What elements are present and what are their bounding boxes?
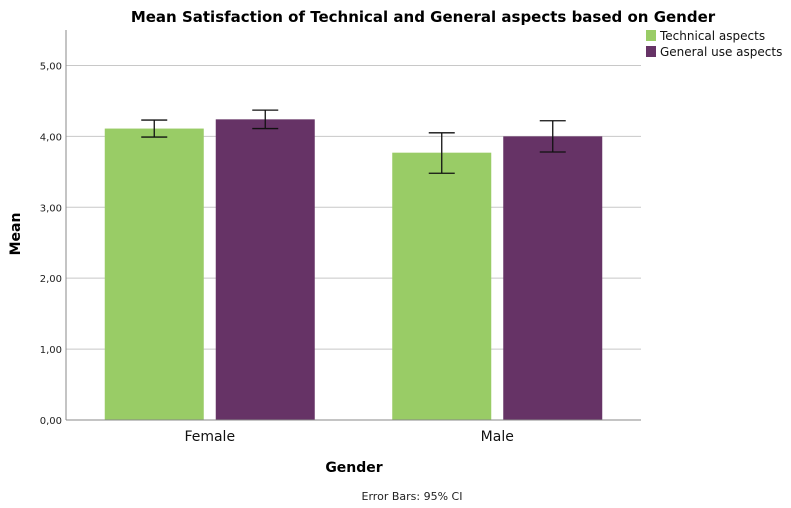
error-bar <box>428 132 455 174</box>
legend-label-general: General use aspects <box>660 45 782 59</box>
bar-female-technical <box>104 128 204 420</box>
error-bars <box>141 109 566 174</box>
x-tick-label: Male <box>481 429 514 445</box>
bars <box>104 119 603 420</box>
error-bar <box>141 119 168 138</box>
error-bars-footnote: Error Bars: 95% CI <box>362 490 463 503</box>
y-tick-labels: 0,00 1,00 2,00 3,00 4,00 5,00 <box>40 61 62 427</box>
legend: Technical aspects General use aspects <box>646 29 782 59</box>
bar-male-general <box>503 136 603 420</box>
chart-title: Mean Satisfaction of Technical and Gener… <box>131 8 716 26</box>
y-tick-label: 0,00 <box>40 416 62 427</box>
legend-label-technical: Technical aspects <box>659 29 765 43</box>
y-tick-label: 5,00 <box>40 61 62 72</box>
y-tick-label: 2,00 <box>40 274 62 285</box>
y-tick-label: 1,00 <box>40 345 62 356</box>
x-category-labels: Female Male <box>184 429 513 445</box>
error-bar <box>252 109 279 130</box>
error-bar <box>539 120 566 153</box>
y-axis-label: Mean <box>8 213 24 256</box>
legend-swatch-general <box>646 46 656 57</box>
bar-male-technical <box>392 152 492 420</box>
bar-female-general <box>215 119 315 420</box>
y-tick-label: 4,00 <box>40 132 62 143</box>
y-tick-label: 3,00 <box>40 203 62 214</box>
legend-swatch-technical <box>646 30 656 41</box>
x-axis-label: Gender <box>325 460 382 476</box>
x-tick-label: Female <box>184 429 235 445</box>
